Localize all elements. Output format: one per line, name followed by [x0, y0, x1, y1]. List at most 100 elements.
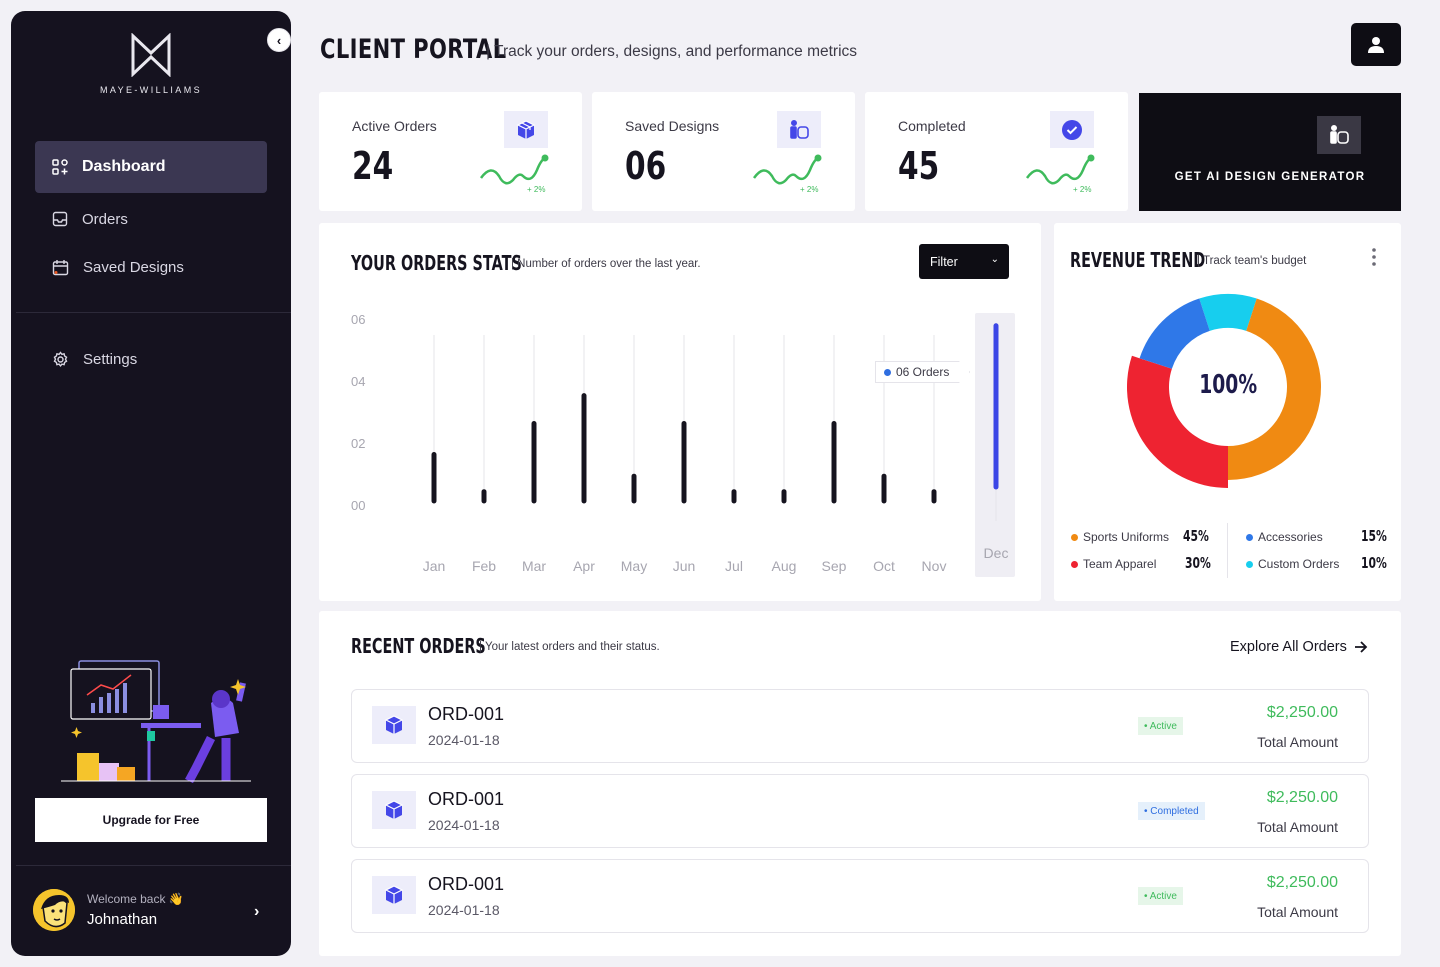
- status-badge: • Completed: [1138, 802, 1205, 820]
- calendar-icon: [52, 259, 69, 275]
- donut-slice-team-apparel[interactable]: [1127, 355, 1228, 488]
- revenue-trend-card: REVENUE TREND | Track team's budget Spor…: [1054, 223, 1401, 601]
- order-row[interactable]: ORD-001 2024-01-18 • Active $2,250.00 To…: [351, 689, 1369, 763]
- check-icon: [1050, 111, 1094, 148]
- donut-slice-custom-orders[interactable]: [1199, 294, 1257, 331]
- logo-mark-icon: [131, 33, 171, 77]
- legend-item-custom-orders: Custom Orders: [1246, 557, 1339, 571]
- user-menu-button[interactable]: [1351, 23, 1401, 66]
- stat-card-active-orders[interactable]: Active Orders 24 + 2%: [319, 92, 582, 211]
- orders-bar-chart: 00 02 04 06 Jan Feb Mar Apr May Jun Jul Aug Sep Oct No…: [351, 312, 1015, 577]
- donut-slice-accessories[interactable]: [1139, 298, 1210, 369]
- upgrade-button[interactable]: Upgrade for Free: [35, 798, 267, 842]
- order-row[interactable]: ORD-001 2024-01-18 • Completed $2,250.00…: [351, 774, 1369, 848]
- sidebar-item-settings[interactable]: Settings: [35, 333, 267, 385]
- sparkline-chart: [1025, 154, 1095, 185]
- x-tick-label: Jun: [673, 558, 696, 574]
- sidebar-item-orders[interactable]: Orders: [35, 193, 267, 245]
- cube-icon: [372, 706, 416, 744]
- order-amount-label: Total Amount: [1257, 819, 1338, 835]
- explore-all-orders-link[interactable]: Explore All Orders: [1230, 639, 1368, 655]
- donut-center-label: 100%: [1199, 370, 1257, 400]
- inbox-icon: [52, 211, 68, 227]
- chart-tooltip: 06 Orders: [875, 361, 971, 383]
- stat-label: Active Orders: [352, 118, 437, 134]
- user-name: Johnathan: [87, 911, 158, 928]
- explore-label: Explore All Orders: [1230, 639, 1347, 655]
- avatar: [33, 889, 75, 931]
- y-tick-label: 00: [351, 498, 365, 513]
- chevron-right-icon[interactable]: ›: [254, 903, 260, 920]
- stat-value: 06: [625, 144, 667, 188]
- stat-value: 24: [352, 144, 394, 188]
- legend-label: Accessories: [1258, 530, 1323, 544]
- legend-item-accessories: Accessories: [1246, 530, 1323, 544]
- order-amount-label: Total Amount: [1257, 734, 1338, 750]
- x-tick-label: Sep: [822, 558, 847, 574]
- stat-card-saved-designs[interactable]: Saved Designs 06 + 2%: [592, 92, 855, 211]
- recent-orders-card: RECENT ORDERS | Your latest orders and t…: [319, 611, 1401, 956]
- y-tick-label: 02: [351, 436, 365, 451]
- y-tick-label: 06: [351, 312, 365, 327]
- design-icon: [1317, 116, 1361, 154]
- ai-generator-label: GET AI DESIGN GENERATOR: [1174, 171, 1366, 183]
- stat-value: 45: [898, 144, 940, 188]
- filter-dropdown[interactable]: Filter ⌄: [919, 244, 1009, 279]
- order-amount: $2,250.00: [1266, 789, 1338, 806]
- donut-center: 100%: [1178, 370, 1278, 400]
- revenue-subtitle: | Track team's budget: [1197, 255, 1307, 267]
- collapse-sidebar-button[interactable]: ‹: [267, 28, 291, 52]
- order-id: ORD-001: [428, 874, 505, 894]
- stat-change: + 2%: [1073, 185, 1092, 194]
- more-options-icon[interactable]: [1366, 247, 1382, 267]
- orders-stats-subtitle: | Number of orders over the last year.: [511, 258, 701, 270]
- legend-value: 10%: [1361, 554, 1387, 572]
- legend-value: 30%: [1185, 554, 1211, 572]
- legend-label: Custom Orders: [1258, 557, 1340, 571]
- x-tick-label: Jul: [725, 558, 743, 574]
- welcome-message: Welcome back 👋: [87, 892, 184, 906]
- legend-label: Team Apparel: [1083, 557, 1157, 571]
- cube-icon: [372, 791, 416, 829]
- user-profile[interactable]: Welcome back 👋 Johnathan: [33, 889, 184, 931]
- x-tick-label: Apr: [573, 558, 595, 574]
- legend-dot: [1246, 533, 1253, 541]
- sidebar-item-saved-designs[interactable]: Saved Designs: [35, 241, 267, 293]
- x-tick-label: Dec: [984, 545, 1009, 561]
- x-tick-label: May: [621, 558, 647, 574]
- orders-stats-title: YOUR ORDERS STATS: [351, 251, 522, 275]
- stat-card-completed[interactable]: Completed 45 + 2%: [865, 92, 1128, 211]
- x-tick-label: Jan: [423, 558, 446, 574]
- sidebar: MAYE-WILLIAMS Dashboard Orders Saved Des…: [11, 11, 291, 956]
- sidebar-item-dashboard[interactable]: Dashboard: [35, 141, 267, 193]
- status-badge: • Active: [1138, 717, 1183, 735]
- sidebar-item-label: Dashboard: [82, 158, 166, 175]
- cube-icon: [504, 111, 548, 148]
- orders-stats-card: YOUR ORDERS STATS | Number of orders ove…: [319, 223, 1041, 601]
- chevron-left-icon: ‹: [276, 32, 282, 48]
- order-id: ORD-001: [428, 704, 505, 724]
- tooltip-text: 06 Orders: [896, 365, 950, 379]
- brand-logo[interactable]: MAYE-WILLIAMS: [11, 33, 291, 95]
- order-date: 2024-01-18: [428, 817, 500, 833]
- revenue-donut-chart: [1127, 294, 1321, 488]
- page-subtitle: | Track your orders, designs, and perfor…: [486, 43, 858, 60]
- legend-dot: [1071, 560, 1078, 568]
- user-icon: [1368, 36, 1384, 53]
- legend-label: Sports Uniforms: [1083, 530, 1170, 544]
- ai-design-generator-card[interactable]: GET AI DESIGN GENERATOR: [1139, 93, 1401, 211]
- stat-change: + 2%: [800, 185, 819, 194]
- donut-slice-sports-uniforms[interactable]: [1228, 298, 1321, 480]
- order-date: 2024-01-18: [428, 732, 500, 748]
- stat-label: Saved Designs: [625, 118, 720, 134]
- arrow-right-icon: [1354, 641, 1368, 653]
- legend-value: 15%: [1361, 527, 1387, 545]
- recent-orders-subtitle: | Your latest orders and their status.: [479, 641, 660, 653]
- x-tick-label: Nov: [922, 558, 947, 574]
- filter-label: Filter: [930, 254, 958, 269]
- order-row[interactable]: ORD-001 2024-01-18 • Active $2,250.00 To…: [351, 859, 1369, 933]
- order-amount: $2,250.00: [1266, 704, 1338, 721]
- design-icon: [777, 111, 821, 148]
- sidebar-item-label: Settings: [83, 350, 138, 368]
- gear-icon: [53, 350, 68, 367]
